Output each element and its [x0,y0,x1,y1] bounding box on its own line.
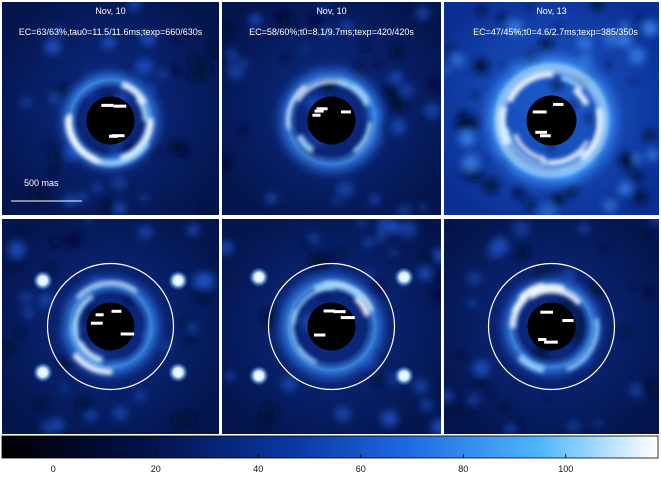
colorbar: 0 20 40 60 80 100 [1,435,659,474]
reference-circle [487,262,616,391]
satellite-spot [394,365,415,386]
reference-circle [46,262,175,391]
speckle-arcs [290,281,374,365]
coronagraph-mask [307,302,356,351]
colorbar-tick-label: 40 [253,464,263,474]
speckle-arcs [286,78,373,154]
colorbar-tick-label: 0 [51,464,56,474]
speckle-arcs [65,81,154,167]
image-grid: Nov, 10 EC=63/63%,tau0=11.5/11.6ms;texp=6… [2,2,659,434]
image-panel-2: Nov, 10 EC=58/60%;t0=8.1/9.7ms;texp=420/4… [222,2,441,215]
image-panel-3: Nov, 13 EC=47/45%;t0=4.6/2.7ms;texp=385/3… [444,2,659,215]
coronagraph-mask [86,96,135,145]
image-panel-1: Nov, 10 EC=63/63%,tau0=11.5/11.6ms;texp=6… [2,2,219,215]
satellite-spot [168,362,189,383]
colorbar-tick-label: 20 [151,464,161,474]
satellite-spot [248,365,269,386]
image-panel-5 [222,219,441,434]
panel-params-label: EC=63/63%,tau0=11.5/11.6ms;texp=660/630s [19,27,203,37]
satellite-spot [248,267,269,288]
coronagraph-mask [307,96,356,145]
colorbar-tick-label: 100 [558,464,573,474]
panel-date-label: Nov, 13 [536,6,566,16]
speckle-arcs [510,282,599,374]
satellite-spot [32,270,53,291]
coronagraph-mask [526,95,577,146]
reference-circle [267,262,396,391]
colorbar-tick-label: 60 [356,464,366,474]
satellite-spot [394,267,415,288]
scale-bar-label: 500 mas [24,178,59,188]
colorbar-tick-label: 80 [458,464,468,474]
satellite-spot [32,362,53,383]
panel-date-label: Nov, 10 [95,6,125,16]
satellite-spot [168,270,189,291]
coronagraph-mask [86,302,135,351]
image-panel-4 [2,219,219,434]
speckle-arcs [71,281,138,375]
panel-params-label: EC=47/45%;t0=4.6/2.7ms;texp=385/350s [473,27,638,37]
colorbar-gradient [1,435,659,459]
panel-date-label: Nov, 10 [316,6,346,16]
image-panel-6 [444,219,659,434]
panel-params-label: EC=58/60%;t0=8.1/9.7ms;texp=420/420s [249,27,414,37]
